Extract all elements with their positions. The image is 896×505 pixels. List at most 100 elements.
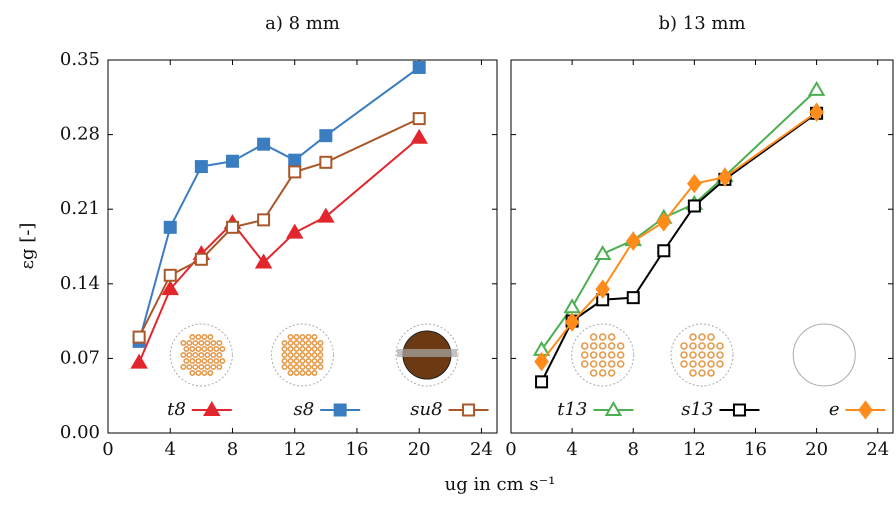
inset-hole — [216, 363, 223, 370]
legend-marker — [604, 401, 623, 416]
inset-hole — [201, 345, 208, 352]
panel-title: b) 13 mm — [658, 13, 745, 34]
inset-hole — [616, 360, 625, 368]
inset-hole — [607, 351, 616, 359]
inset-hole — [192, 339, 199, 346]
data-point — [257, 213, 271, 227]
inset-hole — [287, 357, 294, 364]
data-point — [225, 220, 239, 234]
inset-hole — [689, 351, 697, 359]
inset-hole — [689, 360, 697, 368]
inset-hole — [293, 369, 300, 376]
data-point — [163, 268, 177, 282]
legend-marker — [462, 403, 476, 417]
inset-hole — [183, 345, 190, 352]
inset-hole — [287, 345, 294, 352]
data-point — [412, 112, 426, 126]
data-point — [535, 375, 549, 389]
inset-hole — [213, 357, 220, 364]
x-tick-label: 4 — [566, 439, 577, 460]
x-tick-label: 8 — [628, 439, 639, 460]
inset-outline — [169, 323, 233, 387]
inset-hole — [305, 333, 312, 340]
inset-hole — [180, 351, 187, 358]
inset-outline — [792, 323, 856, 387]
inset-hole — [716, 360, 724, 368]
data-point — [130, 353, 148, 369]
inset-hole — [299, 351, 306, 358]
legend-label: e — [829, 399, 840, 420]
inset-hole — [201, 333, 208, 340]
inset-hole — [219, 357, 226, 364]
inset-hole — [281, 363, 288, 370]
data-point — [809, 102, 824, 122]
inset-hole — [607, 342, 616, 350]
data-point — [687, 199, 701, 213]
data-point — [625, 231, 641, 251]
inset-hole — [305, 345, 312, 352]
x-tick-label: 8 — [227, 439, 238, 460]
inset-hole — [689, 333, 697, 341]
inset-hole — [589, 369, 598, 377]
inset-hole — [607, 333, 616, 341]
series-line — [138, 66, 420, 342]
inset-hole — [192, 351, 199, 358]
inset-hole — [189, 333, 196, 340]
series-line — [540, 111, 818, 363]
data-point — [563, 298, 581, 314]
inset-outline — [670, 323, 734, 387]
inset-hole — [689, 369, 697, 377]
y-tick-label: 0.28 — [60, 124, 100, 145]
inset-hole — [293, 345, 300, 352]
y-tick-label: 0.14 — [60, 273, 100, 294]
inset-hole — [580, 360, 589, 368]
inset-hole — [317, 339, 324, 346]
x-tick-label: 20 — [805, 439, 828, 460]
data-point — [717, 167, 733, 187]
x-tick-label: 16 — [744, 439, 767, 460]
data-point — [593, 244, 612, 260]
inset-hole — [589, 360, 598, 368]
legend-label: t8 — [167, 399, 186, 420]
legend-marker — [732, 403, 746, 417]
inset-hole — [698, 360, 706, 368]
inset-hole — [198, 363, 205, 370]
inset-hole — [299, 345, 306, 352]
data-point — [656, 212, 672, 232]
inset-hole — [192, 363, 199, 370]
inset-hole — [293, 351, 300, 358]
legend-label: t13 — [557, 399, 587, 420]
x-tick-label: 12 — [683, 439, 706, 460]
data-point — [161, 280, 179, 296]
data-point — [319, 155, 333, 169]
inset-hole — [311, 339, 318, 346]
inset-hole — [598, 351, 607, 359]
inset-hole — [281, 345, 288, 352]
inset-hole — [195, 369, 202, 376]
data-point — [288, 165, 302, 179]
inset-hole — [317, 351, 324, 358]
inset-hole — [201, 369, 208, 376]
x-axis-label: ug in cm s⁻¹ — [445, 474, 556, 495]
legend-label: s8 — [293, 399, 314, 420]
inset-hole — [305, 369, 312, 376]
inset-hole — [680, 360, 688, 368]
inset-hole — [305, 351, 312, 358]
data-point — [317, 207, 335, 223]
x-tick-label: 16 — [346, 439, 369, 460]
data-point — [595, 279, 610, 299]
inset-hole — [589, 342, 598, 350]
inset-hole — [293, 363, 300, 370]
inset-hole — [186, 351, 193, 358]
inset-hole — [210, 339, 217, 346]
inset-hole — [311, 363, 318, 370]
inset-hole — [317, 357, 324, 364]
inset-hole — [281, 339, 288, 346]
inset-hole — [207, 369, 214, 376]
inset-hole — [311, 357, 318, 364]
inset-hole — [707, 351, 715, 359]
inset-hole — [198, 351, 205, 358]
inset-hole — [305, 363, 312, 370]
inset-hole — [180, 339, 187, 346]
inset-hole — [311, 351, 318, 358]
